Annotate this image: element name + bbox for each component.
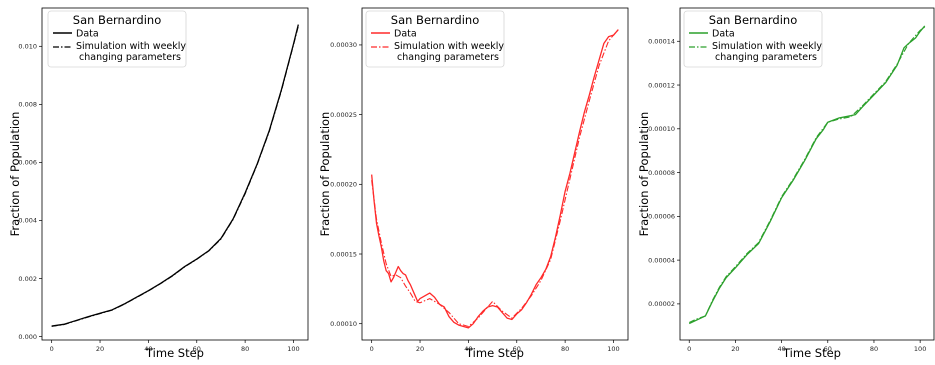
legend-1: San Bernardino Data Simulation with week… <box>47 10 187 68</box>
y-tick-label: 0.002 <box>18 275 37 283</box>
legend-label-sim-cont-1: changing parameters <box>79 52 181 63</box>
legend-3: San Bernardino Data Simulation with week… <box>683 10 823 68</box>
x-tick-label: 80 <box>870 345 878 353</box>
x-tick-label: 100 <box>914 345 926 353</box>
x-tick-label: 80 <box>241 345 249 353</box>
y-axis-label-3: Fraction of Population <box>637 112 651 237</box>
y-tick-label: 0.00015 <box>330 250 357 258</box>
y-tick-label: 0.010 <box>18 43 37 51</box>
y-axis-1: 0.000 0.002 0.004 0.006 0.008 0.010 <box>18 43 42 341</box>
plot-area-3 <box>688 25 926 325</box>
legend-box-2 <box>365 10 505 68</box>
series-line-data <box>688 25 926 325</box>
series-line-simulation <box>371 29 619 328</box>
x-axis-label-2: Time Step <box>465 346 524 360</box>
axes-frame-1 <box>41 7 309 341</box>
x-axis-3: 0 20 40 60 80 100 <box>687 340 926 353</box>
y-tick-label: 0.006 <box>18 159 37 167</box>
x-tick-label: 20 <box>96 345 104 353</box>
y-tick-label: 0.00012 <box>648 81 675 89</box>
y-tick-label: 0.00008 <box>648 169 675 177</box>
chart-panel-2: 0 20 40 60 80 100 0.00010 0.00015 0.00020 0.0002… <box>318 7 629 360</box>
series-line-simulation <box>689 26 926 323</box>
x-tick-label: 60 <box>513 345 521 353</box>
y-tick-label: 0.00006 <box>648 213 675 221</box>
y-tick-label: 0.00025 <box>330 111 357 119</box>
x-tick-label: 20 <box>416 345 424 353</box>
x-tick-label: 40 <box>144 345 152 353</box>
legend-label-sim-cont-3: changing parameters <box>715 52 817 63</box>
y-tick-label: 0.008 <box>18 101 37 109</box>
x-axis-label-1: Time Step <box>145 346 204 360</box>
y-tick-label: 0.00002 <box>648 300 675 308</box>
x-axis-1: 0 20 40 60 80 100 <box>50 340 300 353</box>
x-tick-label: 0 <box>687 345 691 353</box>
x-tick-label: 0 <box>370 345 374 353</box>
y-tick-label: 0.00010 <box>648 125 675 133</box>
chart-panel-1: 0 20 40 60 80 100 0.0000.0020.0040.0060.0080.… <box>8 7 309 360</box>
legend-label-data-3: Data <box>712 29 735 40</box>
y-axis-label-2: Fraction of Population <box>318 112 332 237</box>
x-tick-label: 0 <box>50 345 54 353</box>
legend-2: San Bernardino Data Simulation with week… <box>365 10 505 68</box>
x-tick-label: 80 <box>561 345 569 353</box>
legend-label-data-1: Data <box>76 29 99 40</box>
y-tick-label: 0.000 <box>18 333 37 341</box>
y-tick-label: 0.00030 <box>330 41 357 49</box>
chart-panel-3: 0 20 40 60 80 100 0.000020.000040.000060.0000… <box>637 7 935 360</box>
series-line-simulation <box>51 25 299 327</box>
x-tick-label: 100 <box>607 345 619 353</box>
y-axis-2: 0.00010 0.00015 0.00020 0.00025 0.00030 <box>330 41 362 328</box>
legend-label-sim-cont-2: changing parameters <box>397 52 499 63</box>
series-line-data <box>371 29 619 329</box>
legend-box-3 <box>683 10 823 68</box>
axes-frame-2 <box>361 7 629 341</box>
legend-title-3: San Bernardino <box>709 13 797 27</box>
x-tick-label: 100 <box>287 345 299 353</box>
y-axis-3: 0.00002 0.00004 0.00006 0.00008 0.00010 0.000… <box>648 38 680 308</box>
y-tick-label: 0.00020 <box>330 181 357 189</box>
axes-frame-3 <box>679 7 935 341</box>
legend-box-1 <box>47 10 187 68</box>
y-tick-label: 0.00014 <box>648 38 675 46</box>
legend-label-sim-2: Simulation with weekly <box>394 41 504 52</box>
y-tick-label: 0.00004 <box>648 256 675 264</box>
x-axis-label-3: Time Step <box>782 346 841 360</box>
x-tick-label: 20 <box>731 345 739 353</box>
y-axis-label-1: Fraction of Population <box>8 112 22 237</box>
legend-label-sim-1: Simulation with weekly <box>76 41 186 52</box>
x-tick-label: 60 <box>824 345 832 353</box>
x-tick-label: 60 <box>193 345 201 353</box>
y-tick-label: 0.00010 <box>330 320 357 328</box>
x-axis-2: 0 20 40 60 80 100 <box>370 340 620 353</box>
legend-label-data-2: Data <box>394 29 417 40</box>
series-line-data <box>51 24 299 327</box>
legend-label-sim-3: Simulation with weekly <box>712 41 822 52</box>
x-tick-label: 40 <box>777 345 785 353</box>
plot-area-2 <box>371 29 619 329</box>
legend-title-2: San Bernardino <box>391 13 479 27</box>
x-tick-label: 40 <box>464 345 472 353</box>
legend-title-1: San Bernardino <box>73 13 161 27</box>
y-tick-label: 0.004 <box>18 217 37 225</box>
plot-area-1 <box>51 24 299 327</box>
